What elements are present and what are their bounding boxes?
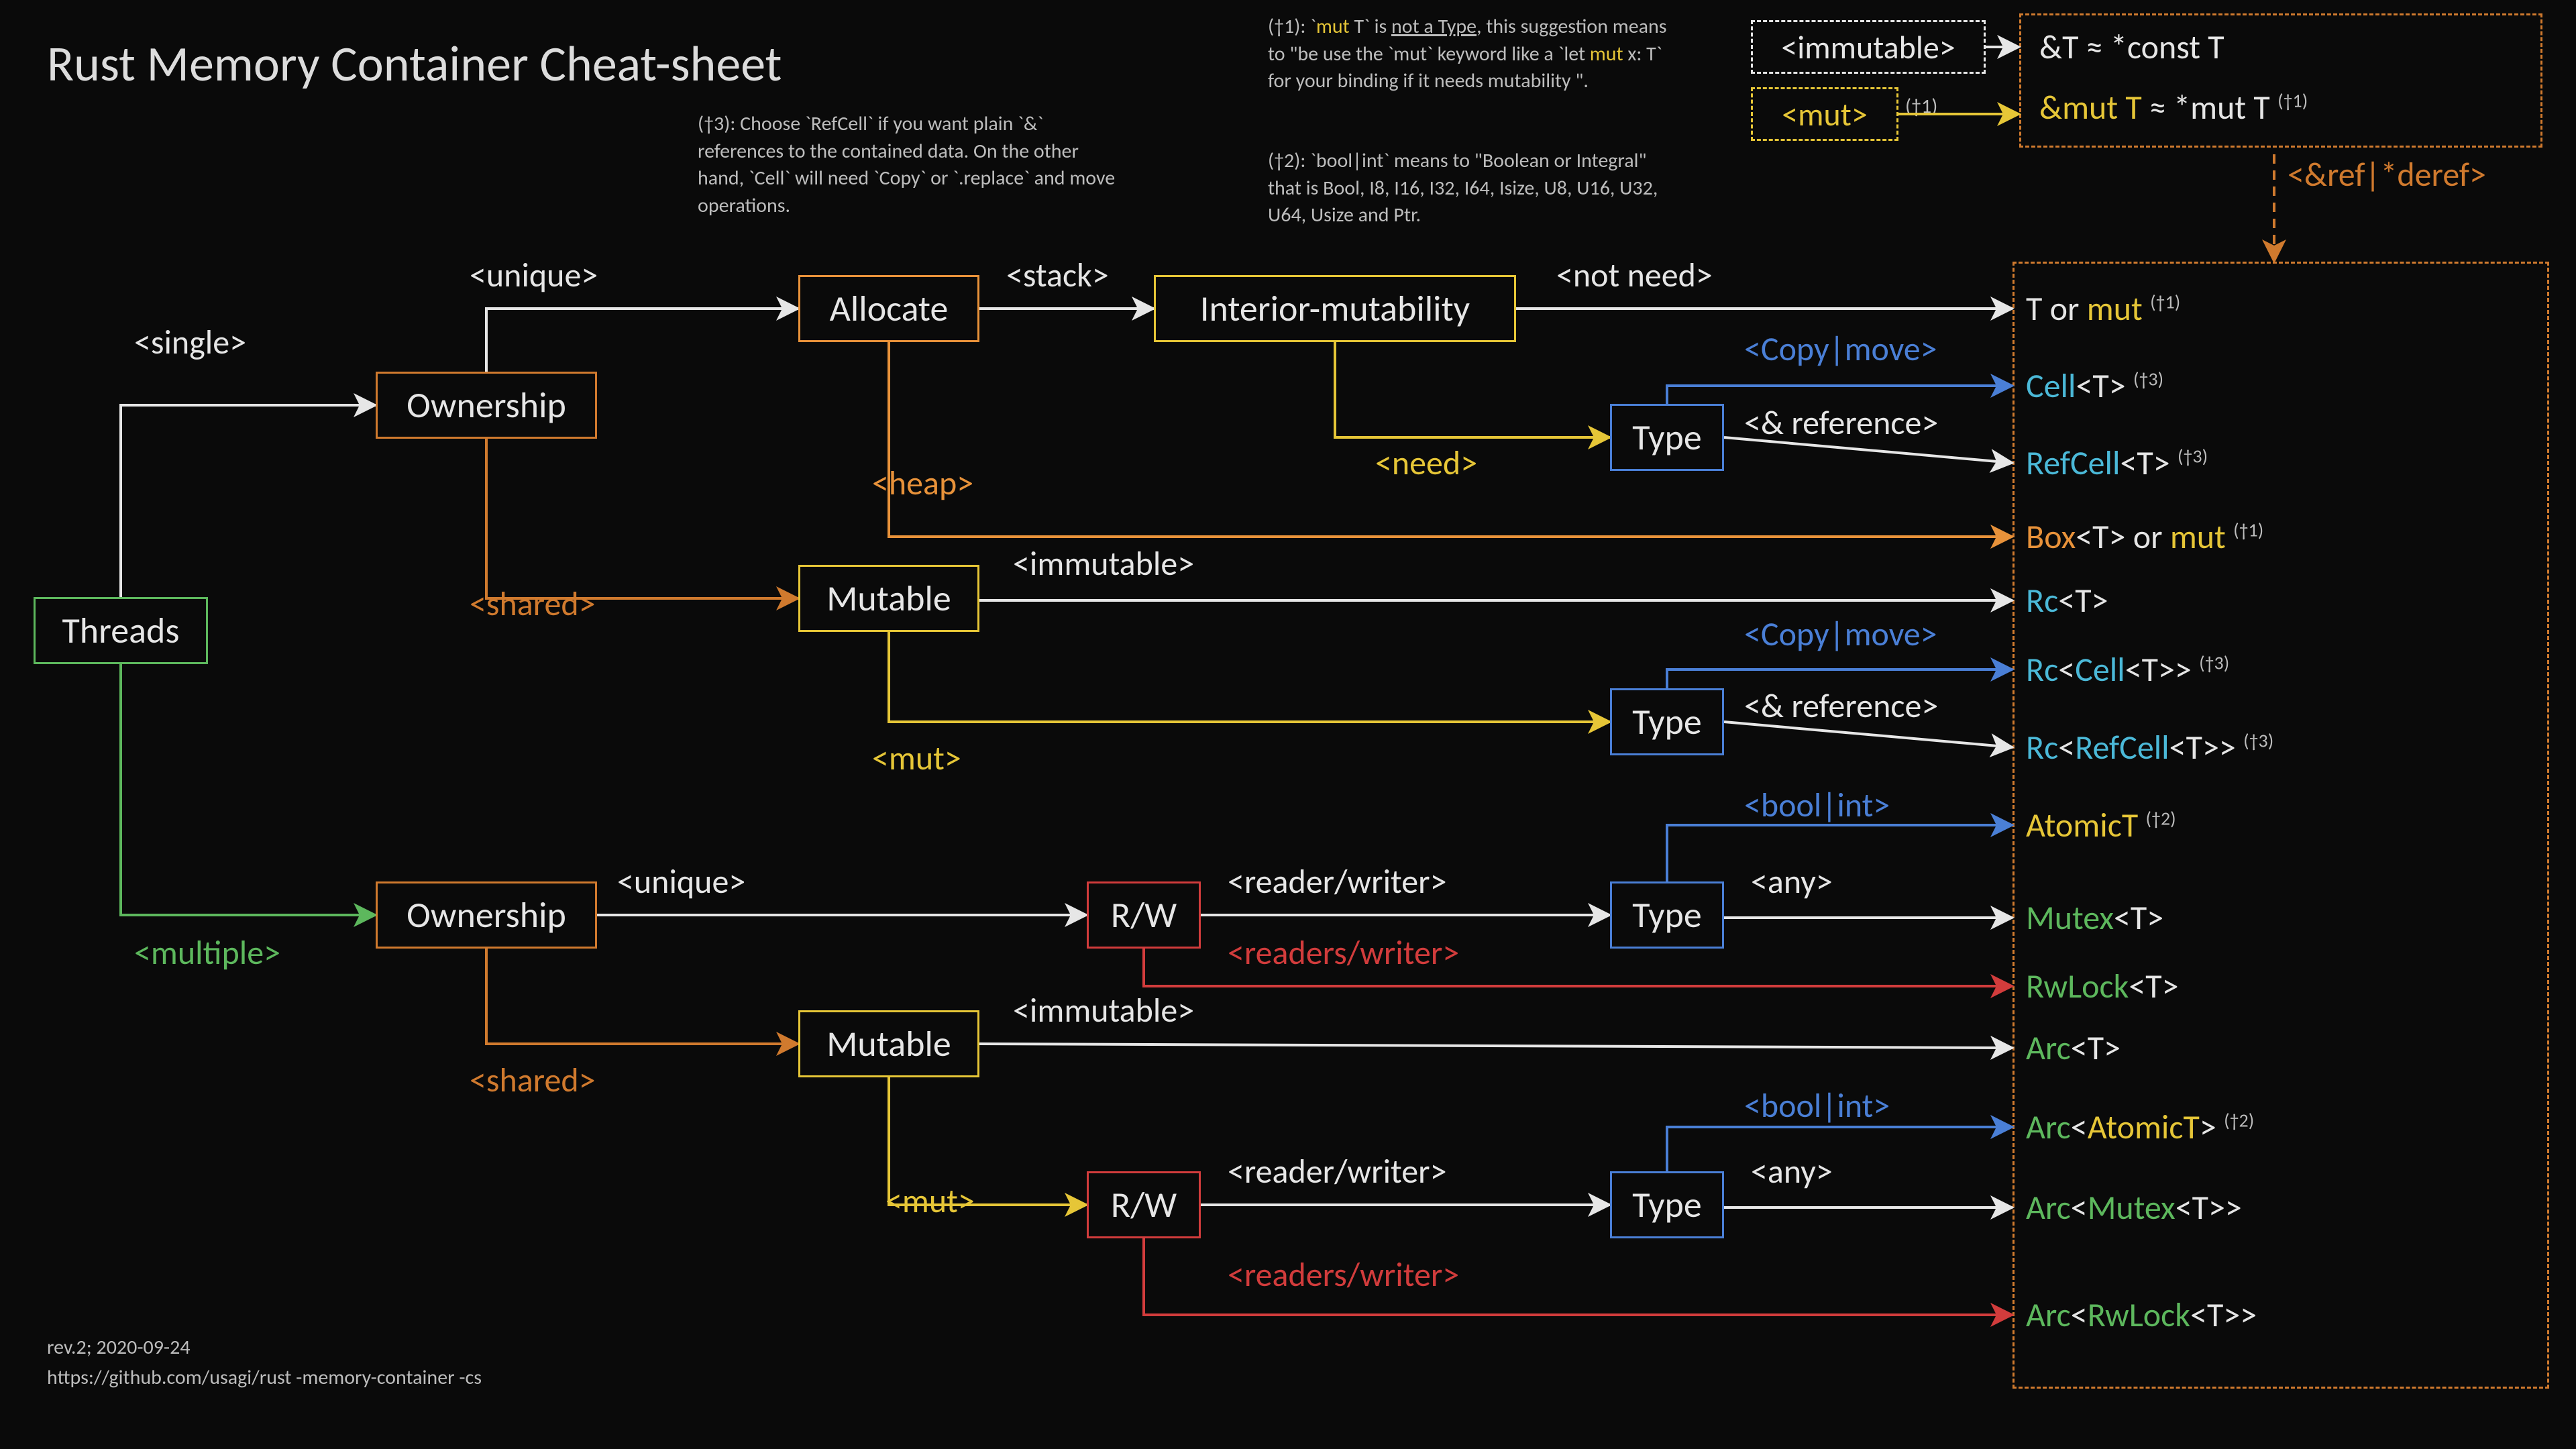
leaf-l_cell: Cell<T> (†3): [2026, 366, 2163, 407]
footnote-3: (†3): Choose `RefCell` if you want plain…: [698, 111, 1120, 219]
pointer-equiv-row1: &T ≈ *const T: [2039, 27, 2224, 68]
edgelabel-ref1: <& reference>: [1744, 402, 1938, 443]
edgelabel-notneed: <not need>: [1556, 255, 1713, 296]
node-rw2: R/W: [1087, 1171, 1201, 1238]
edgelabel-any1: <any>: [1751, 861, 1833, 902]
edgelabel-boolint2: <bool|int>: [1744, 1085, 1890, 1126]
node-own2: Ownership: [376, 881, 597, 949]
leaf-l_refcell: RefCell<T> (†3): [2026, 443, 2208, 484]
leaf-l_rccell: Rc<Cell<T>> (†3): [2026, 649, 2229, 690]
leaf-l_box: Box<T> or mut (†1): [2026, 517, 2263, 557]
topbox-mut: <mut>: [1751, 87, 1898, 141]
edgelabel-single: <single>: [134, 322, 246, 363]
edgelabel-heap: <heap>: [872, 463, 973, 504]
leaf-l_arcatomic: Arc<AtomicT> (†2): [2026, 1107, 2254, 1148]
edgelabel-any2: <any>: [1751, 1151, 1833, 1192]
node-threads: Threads: [34, 597, 208, 664]
edgelabel-mut2: <mut>: [885, 1181, 975, 1222]
node-type4: Type: [1610, 1171, 1724, 1238]
node-rw1: R/W: [1087, 881, 1201, 949]
node-type3: Type: [1610, 881, 1724, 949]
edgelabel-multiple: <multiple>: [134, 932, 280, 973]
edgelabel-immut2: <immutable>: [1013, 990, 1194, 1031]
edgelabel-rw_reader2: <reader/writer>: [1228, 1151, 1446, 1192]
leaf-l_t: T or mut (†1): [2026, 288, 2180, 329]
footnote-text: mut: [1590, 42, 1623, 66]
footnote-text: not a Type: [1391, 14, 1477, 39]
node-type1: Type: [1610, 404, 1724, 471]
footnote-text: mut: [1316, 14, 1350, 39]
revision-text: rev.2; 2020-09-24: [47, 1335, 191, 1360]
edgelabel-need: <need>: [1375, 443, 1477, 484]
edgelabel-shared2: <shared>: [470, 1060, 596, 1101]
edgelabel-mut1: <mut>: [872, 738, 961, 779]
leaf-l_rwlock: RwLock<T>: [2026, 966, 2179, 1007]
edgelabel-rw_readers2: <readers/writer>: [1228, 1254, 1459, 1295]
edgelabel-rw_readers1: <readers/writer>: [1228, 932, 1459, 973]
edgelabel-rw_reader1: <reader/writer>: [1228, 861, 1446, 902]
edgelabel-copy1: <Copy|move>: [1744, 329, 1937, 370]
node-own1: Ownership: [376, 372, 597, 439]
leaf-l_arcmutex: Arc<Mutex<T>>: [2026, 1187, 2242, 1228]
topbox-mut-sup: (†1): [1905, 94, 1937, 119]
node-type2: Type: [1610, 688, 1724, 755]
page-title: Rust Memory Container Cheat-sheet: [47, 34, 782, 94]
edgelabel-unique1: <unique>: [470, 255, 598, 296]
footnote-text: T` is: [1350, 14, 1391, 39]
edgelabel-copy2: <Copy|move>: [1744, 614, 1937, 655]
edgelabel-shared1: <shared>: [470, 584, 596, 625]
leaf-l_mutex: Mutex<T>: [2026, 898, 2163, 938]
edgelabel-ref2: <& reference>: [1744, 686, 1938, 727]
node-mutable1: Mutable: [798, 565, 979, 632]
leaf-l_rc: Rc<T>: [2026, 580, 2108, 621]
leaf-l_atomic: AtomicT (†2): [2026, 805, 2176, 846]
footnote-text: (†1): `: [1268, 14, 1316, 39]
edgelabel-immut1: <immutable>: [1013, 543, 1194, 584]
leaf-l_rcref: Rc<RefCell<T>> (†3): [2026, 727, 2273, 768]
footnote-2: (†2): `bool|int` means to "Boolean or In…: [1268, 148, 1684, 229]
edgelabel-stack: <stack>: [1006, 255, 1109, 296]
edgelabel-boolint1: <bool|int>: [1744, 785, 1890, 826]
footnote-1: (†1): `mut T` is not a Type, this sugges…: [1268, 13, 1684, 95]
node-im: Interior-mutability: [1154, 275, 1516, 342]
leaf-l_arcrwlock: Arc<RwLock<T>>: [2026, 1295, 2257, 1336]
pointer-equiv-row2: &mut T ≈ *mut T (†1): [2039, 87, 2308, 128]
node-allocate: Allocate: [798, 275, 979, 342]
leaf-l_arc: Arc<T>: [2026, 1028, 2121, 1069]
topbox-immutable: <immutable>: [1751, 20, 1986, 74]
edgelabel-unique2: <unique>: [617, 861, 745, 902]
deref-label: <&ref|*deref>: [2288, 154, 2486, 195]
node-mutable2: Mutable: [798, 1010, 979, 1077]
source-url: https://github.com/usagi/rust -memory-co…: [47, 1365, 482, 1390]
